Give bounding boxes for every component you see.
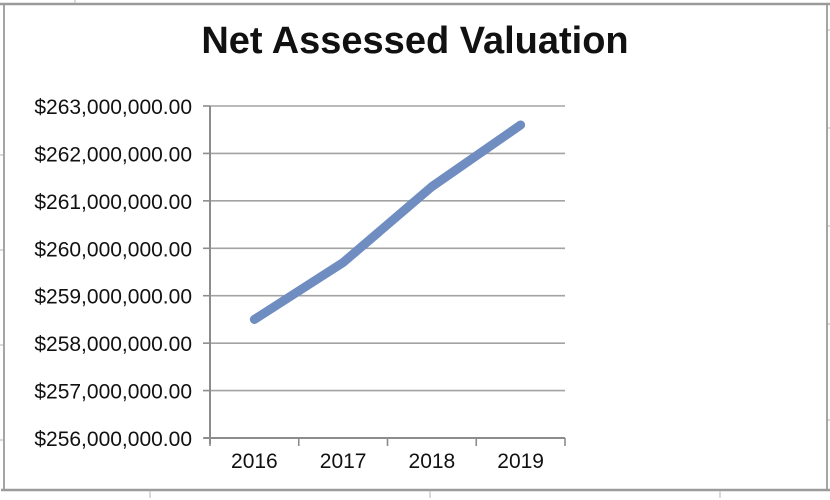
- y-axis-label: $258,000,000.00: [34, 333, 192, 356]
- y-axis-label: $260,000,000.00: [34, 238, 192, 261]
- x-axis-label: 2019: [497, 450, 544, 473]
- x-axis-label: 2016: [231, 450, 278, 473]
- x-axis-label: 2017: [320, 450, 367, 473]
- y-axis-label: $256,000,000.00: [34, 428, 192, 451]
- y-axis-label: $257,000,000.00: [34, 381, 192, 404]
- y-axis-label: $262,000,000.00: [34, 143, 192, 166]
- chart-title: Net Assessed Valuation: [201, 20, 629, 62]
- x-axis-label: 2018: [409, 450, 456, 473]
- y-axis-label: $259,000,000.00: [34, 286, 192, 309]
- y-axis-label: $261,000,000.00: [34, 191, 192, 214]
- series-line: [249, 120, 526, 324]
- y-axis-label: $263,000,000.00: [34, 96, 192, 119]
